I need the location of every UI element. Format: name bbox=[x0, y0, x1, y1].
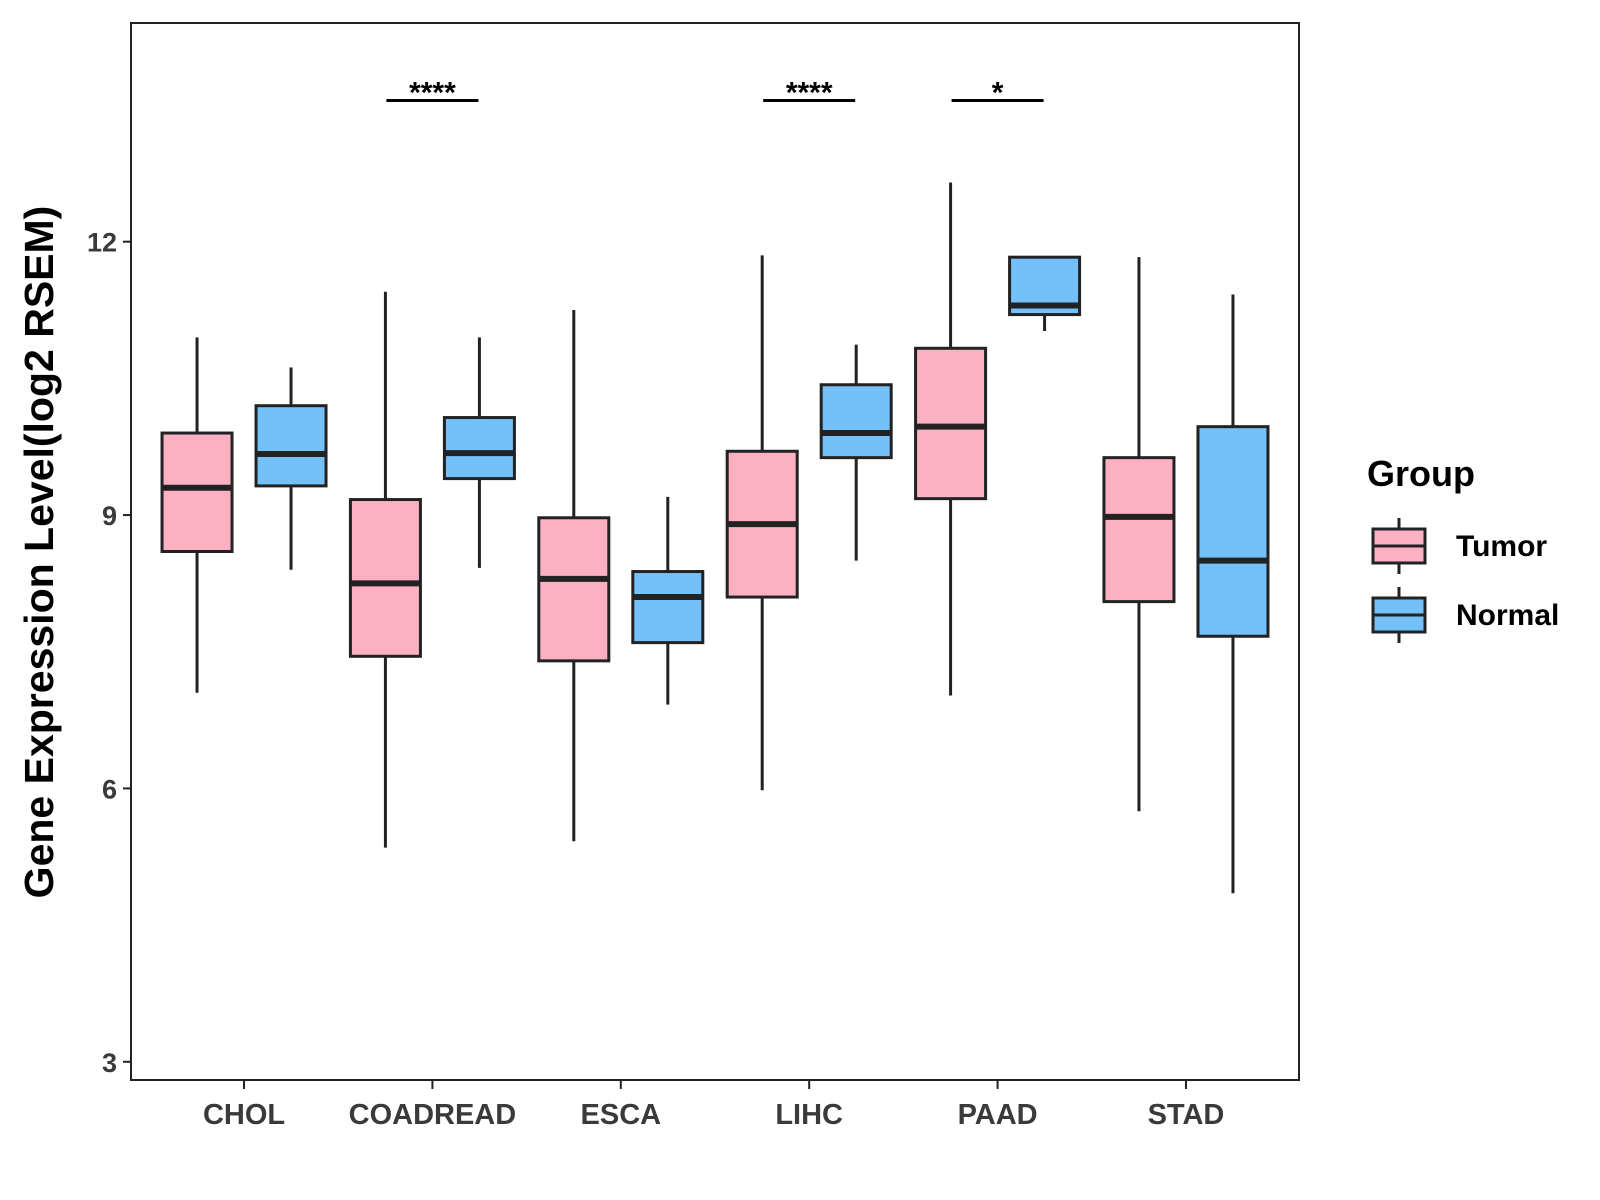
box-tumor-lihc bbox=[725, 255, 799, 791]
box-normal-lihc bbox=[819, 344, 893, 561]
legend-items: Tumor Normal bbox=[1371, 518, 1559, 643]
box-iqr bbox=[631, 570, 705, 645]
x-axis: CHOL COADREAD ESCA LIHC PAAD STAD bbox=[203, 1080, 1224, 1131]
significance-annotations: **** **** * bbox=[386, 76, 1044, 109]
box-tumor-stad bbox=[1102, 257, 1176, 812]
box-normal-stad bbox=[1196, 294, 1270, 894]
y-tick-label: 9 bbox=[102, 501, 117, 531]
box-iqr bbox=[348, 498, 422, 658]
box-iqr bbox=[1196, 425, 1270, 638]
significance-label: **** bbox=[786, 76, 833, 109]
boxes-layer bbox=[160, 182, 1270, 894]
x-tick-label: PAAD bbox=[958, 1099, 1038, 1131]
legend-item-tumor: Tumor bbox=[1371, 518, 1547, 574]
box-normal-coadread bbox=[442, 337, 516, 568]
box-normal-chol bbox=[254, 367, 328, 570]
significance-label: * bbox=[992, 76, 1004, 109]
legend-item-normal: Normal bbox=[1371, 587, 1559, 643]
box-iqr bbox=[160, 431, 234, 553]
legend-label: Tumor bbox=[1456, 530, 1547, 563]
y-axis-title: Gene Expression Level(log2 RSEM) bbox=[16, 206, 62, 899]
box-iqr bbox=[254, 404, 328, 488]
x-tick-label: ESCA bbox=[581, 1099, 662, 1131]
x-tick-label: CHOL bbox=[203, 1099, 285, 1131]
x-tick-label: STAD bbox=[1148, 1099, 1225, 1131]
box-normal-paad bbox=[1008, 255, 1082, 331]
y-tick-label: 6 bbox=[102, 774, 117, 804]
legend-label: Normal bbox=[1456, 599, 1559, 632]
significance-label: **** bbox=[409, 76, 456, 109]
box-tumor-chol bbox=[160, 337, 234, 693]
x-tick-label: LIHC bbox=[775, 1099, 843, 1131]
box-iqr bbox=[442, 416, 516, 481]
box-iqr bbox=[914, 346, 988, 501]
box-iqr bbox=[819, 383, 893, 460]
box-tumor-esca bbox=[537, 310, 611, 842]
legend-title: Group bbox=[1367, 453, 1475, 494]
box-normal-esca bbox=[631, 496, 705, 705]
box-tumor-paad bbox=[914, 182, 988, 696]
box-iqr bbox=[537, 516, 611, 663]
legend: Group Tumor Normal bbox=[1367, 453, 1559, 643]
y-tick-label: 3 bbox=[102, 1048, 117, 1078]
y-tick-label: 12 bbox=[87, 228, 117, 258]
box-iqr bbox=[1102, 456, 1176, 604]
box-tumor-coadread bbox=[348, 291, 422, 848]
y-axis: 3 6 9 12 bbox=[87, 228, 131, 1078]
x-tick-label: COADREAD bbox=[349, 1099, 517, 1131]
